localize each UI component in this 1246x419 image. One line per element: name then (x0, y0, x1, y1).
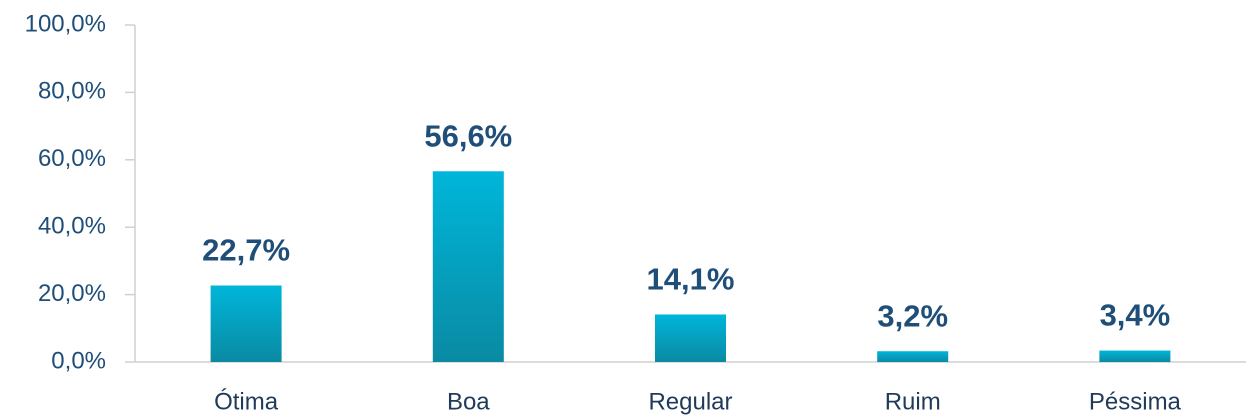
value-label: 56,6% (424, 118, 512, 153)
bar (655, 314, 726, 362)
x-tick-label: Ruim (885, 388, 941, 415)
value-label: 3,2% (877, 298, 948, 333)
y-tick-label: 100,0% (25, 10, 106, 37)
y-tick-label: 0,0% (51, 347, 106, 374)
y-tick-label: 20,0% (38, 280, 106, 307)
bar (877, 351, 949, 362)
value-label: 3,4% (1100, 298, 1171, 333)
value-label: 14,1% (647, 262, 735, 297)
y-tick-label: 60,0% (38, 145, 106, 172)
bar (1099, 350, 1171, 362)
x-tick-label: Boa (447, 388, 490, 415)
y-tick-label: 80,0% (38, 78, 106, 105)
bar (210, 285, 282, 362)
bar (432, 171, 504, 362)
y-tick-label: 40,0% (38, 213, 106, 240)
value-label: 22,7% (202, 233, 290, 268)
x-tick-label: Ótima (214, 388, 279, 415)
x-tick-label: Regular (648, 388, 732, 415)
x-tick-label: Péssima (1089, 388, 1182, 415)
